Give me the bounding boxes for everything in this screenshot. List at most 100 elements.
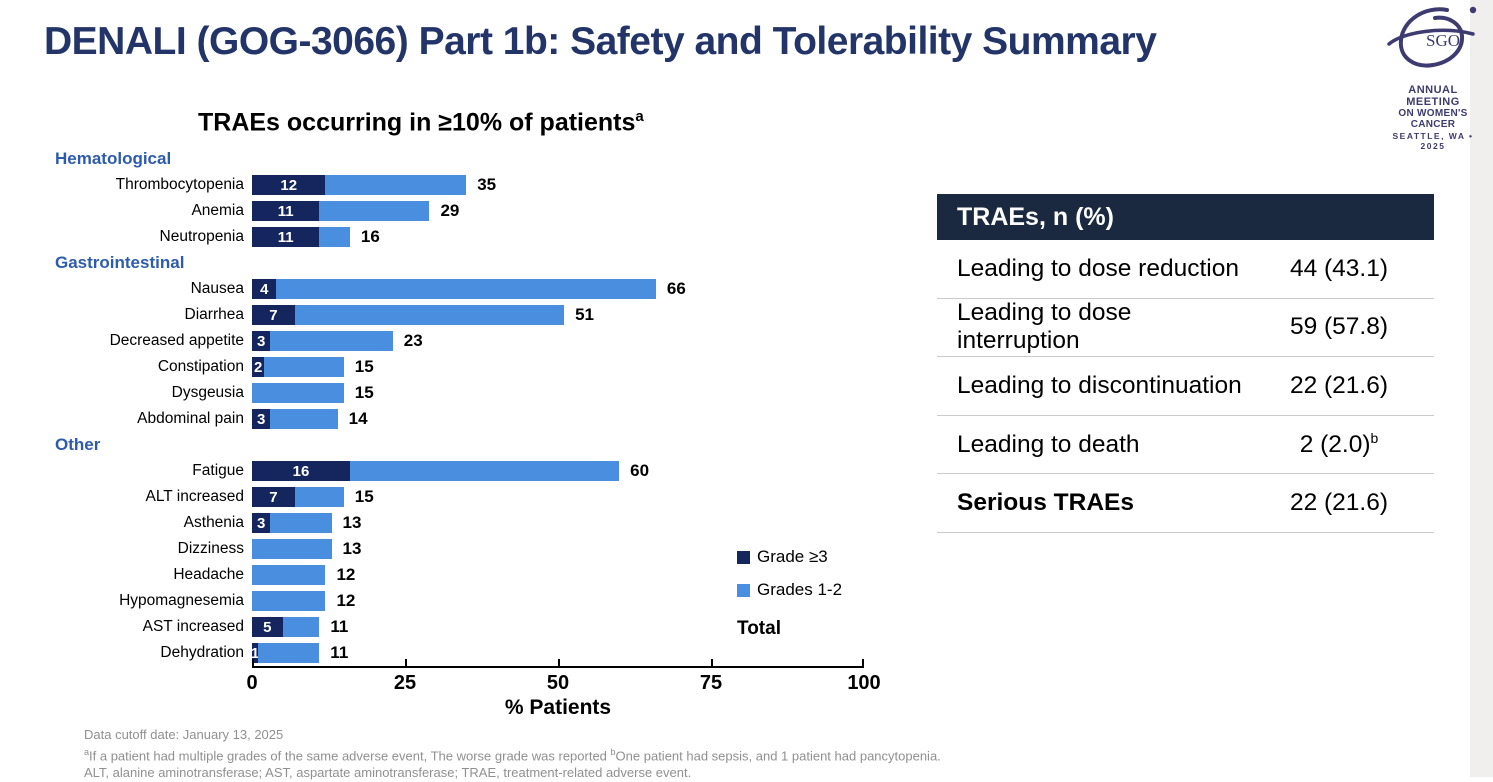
bar-grades12-segment [252,591,326,611]
x-axis-tick-label: 25 [393,672,417,694]
chart-group-header: Gastrointestinal [55,253,185,272]
table-row-value: 59 (57.8) [1289,313,1389,341]
bar-row: Dysgeusia 15 [0,380,930,406]
bar-row: Nausea 4 66 [0,276,930,302]
legend-label-grades12: Grades 1-2 [757,580,843,599]
bar-track: 13 [252,539,361,559]
bar-total-label: 60 [630,461,650,480]
bar-grades12-segment [270,409,338,429]
table-row-label: Leading to dose interruption [957,299,1132,355]
bar-label: Anemia [191,202,244,219]
chart-title: TRAEs occurring in ≥10% of patientsa [198,108,644,137]
legend-item-grade3: Grade ≥3 [737,547,842,567]
bar-track: 7 51 [252,305,594,325]
bar-total-label: 14 [348,409,368,428]
table-row-value: 44 (43.1) [1289,254,1389,282]
bar-label: Constipation [157,358,244,375]
bar-grades12-segment [276,279,656,299]
grades12-swatch-icon [737,583,750,597]
bar-track: 16 60 [252,461,649,481]
table-row-label: Leading to dose reduction [957,254,1239,282]
bar-grade3-segment: 7 [252,305,295,325]
bar-label: AST increased [142,618,244,635]
bar-grade3-segment: 2 [252,357,265,377]
table-row-value: 22 (21.6) [1289,489,1389,517]
bar-grade3-segment: 5 [252,617,283,637]
x-axis-tick [405,659,407,666]
bar-label: Dizziness [177,540,244,557]
bar-track: 3 13 [252,513,361,533]
bar-row: Thrombocytopenia 12 35 [0,172,930,198]
table-row-label: Leading to death [957,430,1140,458]
bar-total-label: 15 [354,357,374,376]
x-axis-tick-label: 0 [246,672,258,694]
bar-label: Asthenia [183,514,244,531]
bar-total-label: 15 [354,487,374,506]
bar-row: Constipation 2 15 [0,354,930,380]
bar-label: Dehydration [160,644,244,661]
bar-row: Fatigue 16 60 [0,458,930,484]
bar-row: Dehydration 1 11 [0,640,930,666]
table-header: TRAEs, n (%) [937,194,1434,240]
bar-total-label: 15 [354,383,374,402]
logo-line2: ON WOMEN'S CANCER [1398,108,1468,130]
bar-row: Decreased appetite 3 23 [0,328,930,354]
bar-grades12-segment [319,227,350,247]
bar-grades12-segment [294,305,565,325]
bar-track: 11 16 [252,227,380,247]
bar-row: Headache 12 [0,562,930,588]
bar-track: 12 [252,565,355,585]
table-row: Leading to discontinuation 22 (21.6) [937,357,1434,416]
chart-title-superscript: a [635,108,644,125]
logo-line1: ANNUAL MEETING [1406,84,1460,108]
bar-total-label: 51 [575,305,595,324]
bar-total-label: 11 [330,643,349,662]
x-axis-tick [711,659,713,666]
bar-row: Asthenia 3 13 [0,510,930,536]
bar-total-label: 11 [330,617,349,636]
bar-grades12-segment [264,357,344,377]
bar-grades12-segment [349,461,620,481]
x-axis-tick [862,659,864,666]
bar-track: 11 29 [252,201,459,221]
bar-grades12-segment [282,617,320,637]
bar-grade3-segment: 11 [252,227,320,247]
sgo-logo-text: SGO [1426,31,1460,50]
bar-row: Anemia 11 29 [0,198,930,224]
bar-grades12-segment [270,513,332,533]
table-row: Leading to dose interruption 59 (57.8) [937,299,1434,358]
bar-row: Dizziness 13 [0,536,930,562]
x-axis-tick-label: 100 [847,672,881,694]
footnote-abbreviations: ALT, alanine aminotransferase; AST, aspa… [84,765,692,781]
chart-group-header: Hematological [55,149,172,168]
bar-grade3-segment: 16 [252,461,350,481]
bar-track: 1 11 [251,643,349,663]
bar-label: Diarrhea [184,306,244,323]
bar-grade3-segment: 3 [252,331,271,351]
bar-grade3-segment: 3 [252,409,271,429]
bar-label: Decreased appetite [109,332,244,349]
sgo-logo: SGO ANNUAL MEETING ON WOMEN'S CANCER SEA… [1383,4,1483,151]
table-row: Leading to death 2 (2.0)b [937,416,1434,475]
chart-group-header: Other [55,435,101,454]
bar-track: 5 11 [252,617,348,637]
bar-total-label: 13 [342,513,362,532]
trae-bar-chart: TRAEs occurring in ≥10% of patientsa Hem… [0,100,930,730]
bar-label: Headache [173,566,244,583]
bar-grade3-segment: 7 [252,487,295,507]
bar-grades12-segment [319,201,430,221]
bar-grades12-segment [270,331,393,351]
table-row-value: 22 (21.6) [1289,371,1389,399]
bar-track: 15 [252,383,374,403]
bar-total-label: 29 [440,201,460,220]
x-axis-label: % Patients [504,696,612,719]
bar-grades12-segment [258,643,320,663]
table-row-label: Serious TRAEs [957,489,1134,517]
logo-line3: SEATTLE, WA • 2025 [1392,131,1474,151]
table-row-value: 2 (2.0)b [1299,430,1379,459]
chart-rows: Hematological Thrombocytopenia 12 35 Anemia 1… [0,146,930,666]
bar-total-label: 23 [403,331,423,350]
bar-label: Thrombocytopenia [115,176,244,193]
x-axis: 0 25 50 75 100 [246,659,881,694]
bar-label: ALT increased [145,488,244,505]
